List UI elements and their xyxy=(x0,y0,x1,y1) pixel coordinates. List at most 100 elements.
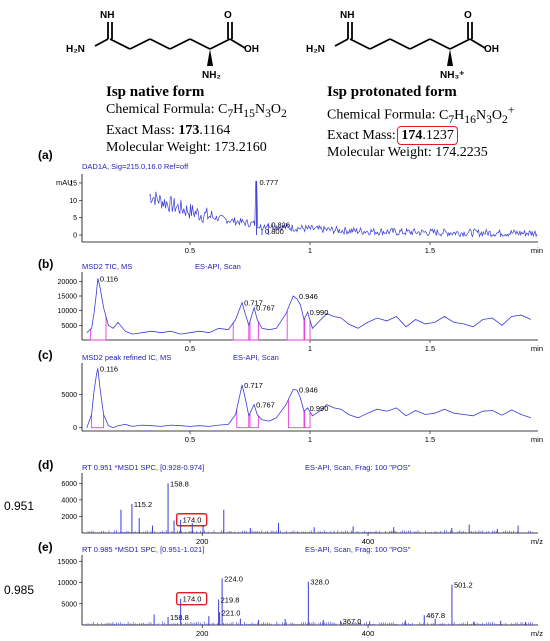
peak-label: 0.990 xyxy=(310,404,329,413)
chromatogram-trace xyxy=(86,278,531,335)
mz-174-highlight xyxy=(175,591,208,606)
amine-group: H₂N xyxy=(306,44,325,55)
spectrum-peak-label: 174.0 xyxy=(183,516,202,525)
chart-header: DAD1A, Sig=215.0,16.0 Ref=off xyxy=(82,162,189,171)
peak-label: 0.767 xyxy=(256,401,275,410)
x-unit-label: min xyxy=(531,435,543,444)
peak-label: 0.777 xyxy=(259,178,278,187)
y-tick-label: 2000 xyxy=(61,514,77,521)
protonated-structure: NH H₂N O OH NH₃⁺ xyxy=(306,10,499,81)
y-unit-label: mAU xyxy=(56,178,73,187)
chart-dad1a: DAD1A, Sig=215.0,16.0 Ref=off 0 5 10 15 0.5 1 1… xyxy=(56,162,543,255)
x-tick-label: 1 xyxy=(308,435,312,444)
panel-c-label: (c) xyxy=(38,348,53,362)
alpha-amine-group: NH₂ xyxy=(202,70,221,81)
x-tick-label: 400 xyxy=(362,537,375,545)
chart-header-2: ES-API, Scan xyxy=(233,353,279,362)
dad-trace xyxy=(148,180,538,238)
chart-msd2-tic: MSD2 TIC, MS ES-API, Scan 5000 10000 15000 20… xyxy=(58,262,543,353)
native-formula: Chemical Formula: C7H15N3O2 xyxy=(106,102,287,120)
native-formula-value: C7H15N3O2 xyxy=(217,102,287,120)
native-molecular-weight: Molecular Weight: 173.2160 xyxy=(106,139,267,155)
panel-a-label: (a) xyxy=(38,148,53,162)
spectrum-peak-label: 467.8 xyxy=(426,611,445,620)
spectrum-peak-label: 174.0 xyxy=(183,595,202,604)
chart-ms-spectrum-0985: RT 0.985 *MSD1 SPC, [0.951-1.021] ES-API,… xyxy=(58,545,544,638)
panel-e-label: (e) xyxy=(38,540,53,554)
protonated-formula: Chemical Formula: C7H16N3O2+ xyxy=(327,103,515,126)
native-exact-mass: Exact Mass: 173.1164 xyxy=(106,122,231,138)
x-tick-label: 1 xyxy=(308,344,312,353)
peak-region xyxy=(249,321,259,341)
chart-header: MSD2 TIC, MS xyxy=(82,262,132,271)
spectrum-peak-label: 367.0 xyxy=(343,617,362,626)
protonated-molecular-weight: Molecular Weight: 174.2235 xyxy=(327,145,488,161)
svg-text:O: O xyxy=(464,10,472,21)
peak-label: 0.990 xyxy=(310,308,329,317)
x-unit-label: min xyxy=(531,344,543,353)
peak-label: 0.717 xyxy=(244,381,263,390)
x-tick-label: 0.5 xyxy=(185,344,195,353)
protonated-form-info: Isp protonated form Chemical Formula: C7… xyxy=(327,84,514,161)
x-tick-label: 1.5 xyxy=(425,246,435,255)
mz-174-highlight xyxy=(175,513,208,527)
spectrum-peak-label: 501.2 xyxy=(454,581,473,590)
y-tick-label: 10 xyxy=(69,198,77,205)
y-tick-label: 5000 xyxy=(61,392,77,399)
protonated-exact-mass: Exact Mass: 174.1237 xyxy=(327,126,514,146)
peak-region xyxy=(249,413,259,429)
y-tick-label: 15 xyxy=(69,180,77,187)
amine-group: H₂N xyxy=(66,44,85,55)
protonated-form-title: Isp protonated form xyxy=(327,84,457,100)
peak-label: 0.717 xyxy=(244,298,263,307)
y-tick-label: 20000 xyxy=(58,279,78,286)
native-form-info: Isp native form Chemical Formula: C7H15N… xyxy=(106,84,287,156)
rt-label-d: 0.951 xyxy=(4,499,35,513)
x-unit-label: m/z xyxy=(531,537,543,545)
x-tick-label: 1.5 xyxy=(425,344,435,353)
chart-header: MSD2 peak refined IC, MS xyxy=(82,353,171,362)
peak-label: 0.946 xyxy=(299,385,318,394)
svg-text:O: O xyxy=(224,10,232,21)
peak-label: 0.946 xyxy=(299,292,318,301)
y-tick-label: 5000 xyxy=(61,601,77,608)
panel-b-label: (b) xyxy=(38,257,54,271)
chart-msd2-refined-ic: MSD2 peak refined IC, MS ES-API, Scan 0 500… xyxy=(61,353,543,444)
spectrum-peak-label: 219.8 xyxy=(221,596,240,605)
native-structure: NH H₂N O OH NH₂ xyxy=(66,10,259,81)
peak-label: 0.826 xyxy=(271,221,290,230)
native-form-title: Isp native form xyxy=(106,84,205,100)
chart-header: RT 0.985 *MSD1 SPC, [0.951-1.021] xyxy=(82,545,204,554)
y-tick-label: 0 xyxy=(73,425,77,432)
x-unit-label: min xyxy=(531,246,543,255)
chart-header: RT 0.951 *MSD1 SPC, [0.928-0.974] xyxy=(82,463,204,472)
y-tick-label: 15000 xyxy=(58,294,78,301)
peak-region xyxy=(90,316,107,341)
peak-region xyxy=(304,410,311,429)
spectrum-peak-label: 158.8 xyxy=(170,613,189,622)
acid-group: OH xyxy=(484,44,499,55)
x-unit-label: m/z xyxy=(531,629,543,638)
peak-region xyxy=(232,322,250,341)
panel-d-label: (d) xyxy=(38,458,54,472)
y-tick-label: 10000 xyxy=(58,580,78,587)
protonated-formula-value: C7H16N3O2+ xyxy=(438,103,515,126)
y-tick-label: 4000 xyxy=(61,497,77,504)
x-tick-label: 200 xyxy=(196,629,209,638)
peak-label: 0.116 xyxy=(100,274,118,283)
chart-header-2: ES-API, Scan, Frag: 100 "POS" xyxy=(305,545,411,554)
peak-label: 0.800 xyxy=(265,227,284,236)
imine-group: NH xyxy=(100,10,114,21)
x-tick-label: 200 xyxy=(196,537,209,545)
chart-header-2: ES-API, Scan, Frag: 100 "POS" xyxy=(305,463,411,472)
y-tick-label: 10000 xyxy=(58,308,78,315)
chromatogram-trace xyxy=(86,368,531,429)
y-tick-label: 5 xyxy=(73,215,77,222)
spectrum-peak-label: 158.8 xyxy=(170,479,189,488)
x-tick-label: 1.5 xyxy=(425,435,435,444)
rt-label-e: 0.985 xyxy=(4,583,35,597)
acid-group: OH xyxy=(244,44,259,55)
y-tick-label: 6000 xyxy=(61,481,77,488)
peak-region xyxy=(287,399,305,429)
imine-group: NH xyxy=(340,10,354,21)
